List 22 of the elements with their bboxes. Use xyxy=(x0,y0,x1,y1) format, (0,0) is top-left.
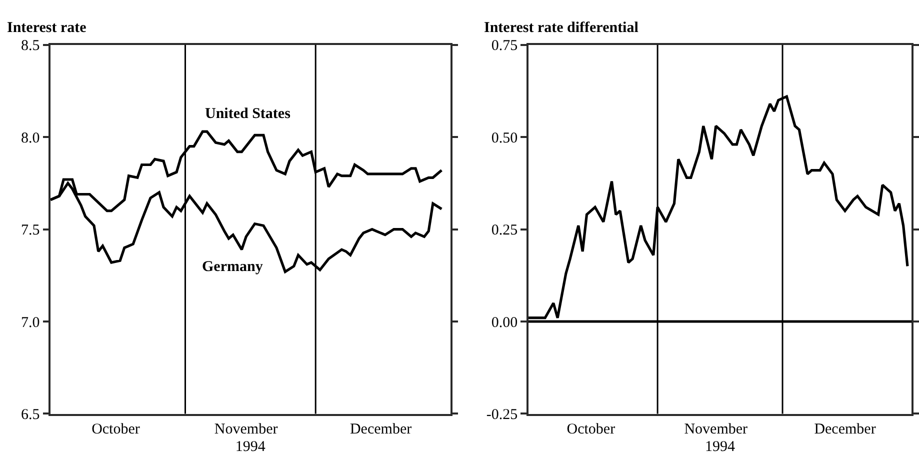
y-tick-label: -0.25 xyxy=(486,407,518,423)
x-tick-label: November xyxy=(684,422,748,438)
x-axis-title: 1994 xyxy=(705,439,736,455)
y-tick-label: 7.5 xyxy=(21,222,40,239)
y-tick-label: 0.25 xyxy=(491,222,518,239)
y-tick-label: 0.00 xyxy=(491,314,518,331)
annotation: United States xyxy=(205,106,291,122)
x-tick-label: December xyxy=(350,422,412,438)
y-tick-label: 0.75 xyxy=(491,38,518,54)
x-tick-label: October xyxy=(566,422,616,438)
y-tick-label: 7.0 xyxy=(21,314,40,331)
x-tick-label: November xyxy=(214,422,278,438)
y-axis-title: Interest rate differential xyxy=(484,20,638,36)
x-axis-title: 1994 xyxy=(235,439,266,455)
y-tick-label: 8.0 xyxy=(21,130,40,146)
y-axis-title: Interest rate xyxy=(7,20,87,36)
y-tick-label: 8.5 xyxy=(21,38,40,54)
x-tick-label: December xyxy=(814,422,876,438)
y-tick-label: 6.5 xyxy=(21,407,40,423)
annotation: Germany xyxy=(202,259,264,275)
y-tick-label: 0.50 xyxy=(491,130,518,146)
x-tick-label: October xyxy=(92,422,140,438)
